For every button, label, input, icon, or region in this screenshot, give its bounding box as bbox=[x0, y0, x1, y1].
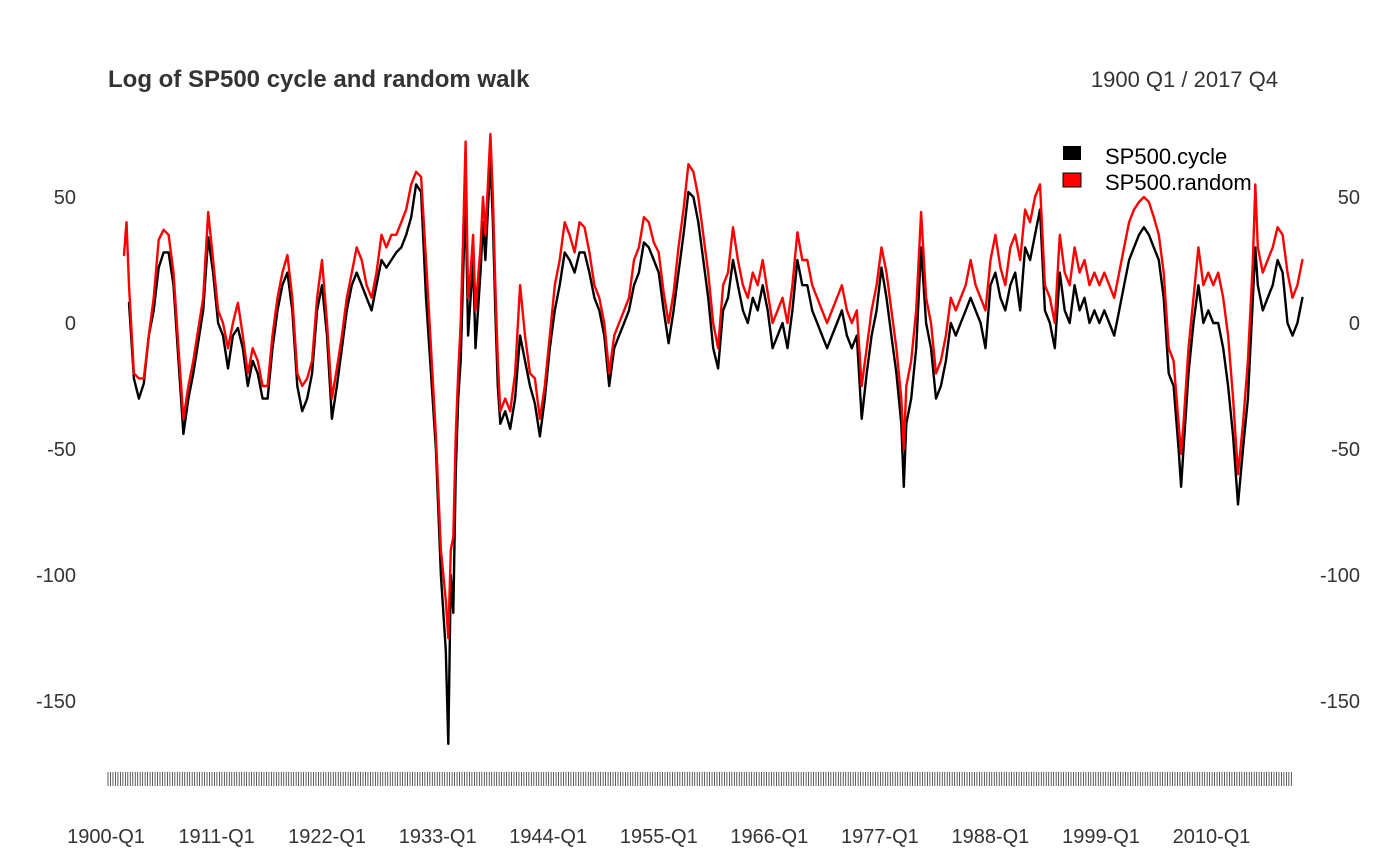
x-tick-label: 1988-Q1 bbox=[951, 826, 1029, 848]
legend-label-random: SP500.random bbox=[1105, 170, 1252, 195]
x-axis-tick-labels: 1900-Q1 1911-Q1 1922-Q1 1933-Q1 1944-Q1 1955-… bbox=[67, 826, 1250, 848]
chart-title: Log of SP500 cycle and random walk bbox=[108, 66, 530, 93]
legend: SP500.cycle SP500.random bbox=[1062, 144, 1252, 195]
y-tick-label-right: 0 bbox=[1349, 313, 1360, 335]
y-tick-label-left: 50 bbox=[54, 187, 76, 209]
y-axis-left: 50 0 -50 -100 -150 bbox=[36, 187, 76, 713]
y-tick-label-left: -100 bbox=[36, 565, 76, 587]
y-axis-right: 50 0 -50 -100 -150 bbox=[1320, 187, 1360, 713]
x-tick-label: 2010-Q1 bbox=[1173, 826, 1251, 848]
x-tick-label: 1922-Q1 bbox=[288, 826, 366, 848]
series-line-sp500-cycle bbox=[127, 158, 1304, 745]
x-tick-label: 1955-Q1 bbox=[620, 826, 698, 848]
legend-swatch-cycle bbox=[1063, 146, 1081, 160]
x-tick-label: 1933-Q1 bbox=[399, 826, 477, 848]
y-tick-label-right: -100 bbox=[1320, 565, 1360, 587]
x-tick-label: 1966-Q1 bbox=[730, 826, 808, 848]
legend-swatch-random bbox=[1062, 172, 1082, 188]
legend-label-cycle: SP500.cycle bbox=[1105, 144, 1227, 169]
series-layer bbox=[122, 132, 1304, 745]
y-tick-label-left: -150 bbox=[36, 691, 76, 713]
x-axis-minor-ticks bbox=[107, 772, 1292, 786]
x-tick-label: 1900-Q1 bbox=[67, 826, 145, 848]
x-tick-label: 1999-Q1 bbox=[1062, 826, 1140, 848]
y-tick-label-right: -50 bbox=[1331, 439, 1360, 461]
y-tick-label-right: 50 bbox=[1338, 187, 1360, 209]
y-tick-label-left: 0 bbox=[65, 313, 76, 335]
y-tick-label-right: -150 bbox=[1320, 691, 1360, 713]
y-tick-label-left: -50 bbox=[47, 439, 76, 461]
date-range-label: 1900 Q1 / 2017 Q4 bbox=[1091, 67, 1278, 92]
x-tick-label: 1977-Q1 bbox=[841, 826, 919, 848]
x-tick-label: 1944-Q1 bbox=[509, 826, 587, 848]
x-tick-label: 1911-Q1 bbox=[178, 826, 254, 848]
series-line-sp500-random bbox=[122, 132, 1304, 640]
